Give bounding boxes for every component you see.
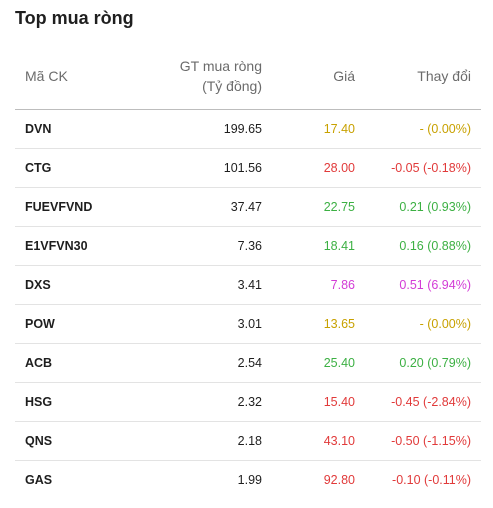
column-header-price[interactable]: Giá [333, 68, 355, 84]
net-buy-value: 3.01 [237, 317, 262, 331]
table-header: Mã CK GT mua ròng (Tỷ đồng) Giá Thay đổi [15, 50, 481, 110]
stock-code[interactable]: QNS [25, 434, 53, 448]
table-row[interactable]: QNS 2.18 43.10 -0.50 (-1.15%) [15, 422, 481, 461]
price: 28.00 [323, 161, 355, 175]
table-body: DVN 199.65 17.40 - (0.00%) CTG 101.56 28… [15, 110, 481, 499]
table-row[interactable]: E1VFVN30 7.36 18.41 0.16 (0.88%) [15, 227, 481, 266]
price-change: 0.21 (0.93%) [399, 200, 471, 214]
net-buy-value: 2.32 [237, 395, 262, 409]
table-row[interactable]: FUEVFVND 37.47 22.75 0.21 (0.93%) [15, 188, 481, 227]
stock-code[interactable]: DXS [25, 278, 51, 292]
stock-code[interactable]: HSG [25, 395, 53, 409]
column-header-net-buy-value-line1: GT mua ròng [179, 58, 262, 74]
table-row[interactable]: GAS 1.99 92.80 -0.10 (-0.11%) [15, 461, 481, 499]
stock-code[interactable]: CTG [25, 161, 52, 175]
price: 13.65 [323, 317, 355, 331]
widget-title: Top mua ròng [15, 8, 134, 28]
price: 43.10 [323, 434, 355, 448]
price-change: 0.51 (6.94%) [399, 278, 471, 292]
price-change: -0.50 (-1.15%) [391, 434, 471, 448]
price: 7.86 [330, 278, 355, 292]
net-buy-value: 1.99 [237, 473, 262, 487]
price: 17.40 [323, 122, 355, 136]
stock-code[interactable]: GAS [25, 473, 53, 487]
net-buy-value: 199.65 [223, 122, 262, 136]
price-change: -0.05 (-0.18%) [391, 161, 471, 175]
table-row[interactable]: DVN 199.65 17.40 - (0.00%) [15, 110, 481, 149]
net-buy-value: 7.36 [237, 239, 262, 253]
price-change: -0.45 (-2.84%) [391, 395, 471, 409]
table-row[interactable]: DXS 3.41 7.86 0.51 (6.94%) [15, 266, 481, 305]
price-change: 0.20 (0.79%) [399, 356, 471, 370]
column-header-net-buy-value[interactable]: GT mua ròng (Tỷ đồng) [180, 56, 262, 96]
stock-code[interactable]: POW [25, 317, 55, 331]
column-header-change[interactable]: Thay đổi [417, 68, 471, 84]
price: 22.75 [323, 200, 355, 214]
table-row[interactable]: HSG 2.32 15.40 -0.45 (-2.84%) [15, 383, 481, 422]
stock-code[interactable]: E1VFVN30 [25, 239, 88, 253]
price: 25.40 [323, 356, 355, 370]
column-header-net-buy-value-line2: (Tỷ đồng) [202, 78, 262, 94]
table-row[interactable]: POW 3.01 13.65 - (0.00%) [15, 305, 481, 344]
table-row[interactable]: CTG 101.56 28.00 -0.05 (-0.18%) [15, 149, 481, 188]
net-buy-table: Mã CK GT mua ròng (Tỷ đồng) Giá Thay đổi… [15, 50, 481, 499]
net-buy-value: 37.47 [230, 200, 262, 214]
price-change: - (0.00%) [419, 122, 471, 136]
stock-code[interactable]: FUEVFVND [25, 200, 93, 214]
table-row[interactable]: ACB 2.54 25.40 0.20 (0.79%) [15, 344, 481, 383]
price: 15.40 [323, 395, 355, 409]
price-change: - (0.00%) [419, 317, 471, 331]
price: 18.41 [323, 239, 355, 253]
net-buy-value: 3.41 [237, 278, 262, 292]
net-buy-value: 2.54 [237, 356, 262, 370]
stock-code[interactable]: DVN [25, 122, 52, 136]
price-change: 0.16 (0.88%) [399, 239, 471, 253]
price-change: -0.10 (-0.11%) [392, 473, 471, 487]
stock-code[interactable]: ACB [25, 356, 53, 370]
column-header-code[interactable]: Mã CK [25, 68, 68, 84]
price: 92.80 [323, 473, 355, 487]
net-buy-value: 101.56 [223, 161, 262, 175]
net-buy-value: 2.18 [237, 434, 262, 448]
